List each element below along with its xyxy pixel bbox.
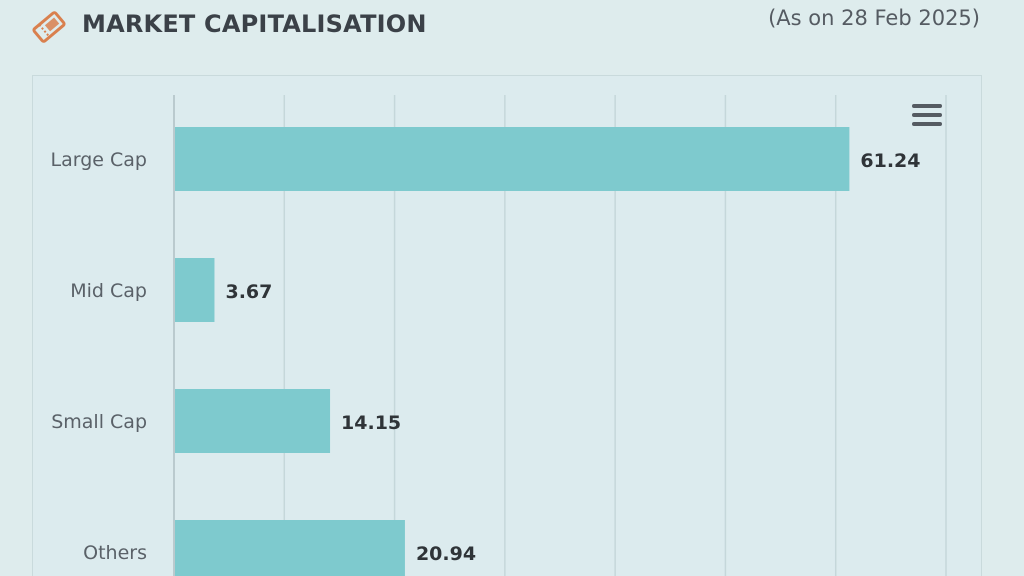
ticket-icon — [32, 11, 66, 43]
bar — [175, 258, 215, 322]
bar — [175, 389, 331, 453]
category-label: Small Cap — [51, 411, 147, 433]
data-label: 3.67 — [225, 281, 272, 303]
data-label: 61.24 — [860, 150, 920, 172]
category-label: Large Cap — [51, 149, 147, 171]
data-label: 20.94 — [416, 543, 476, 565]
page-title: MARKET CAPITALISATION — [82, 10, 427, 38]
data-label: 14.15 — [341, 412, 401, 434]
as-on-date: (As on 28 Feb 2025) — [768, 6, 980, 30]
category-label: Others — [83, 542, 147, 564]
hamburger-menu-icon[interactable] — [908, 100, 946, 130]
category-label: Mid Cap — [70, 280, 147, 302]
bar — [175, 520, 405, 576]
bar — [175, 127, 850, 191]
